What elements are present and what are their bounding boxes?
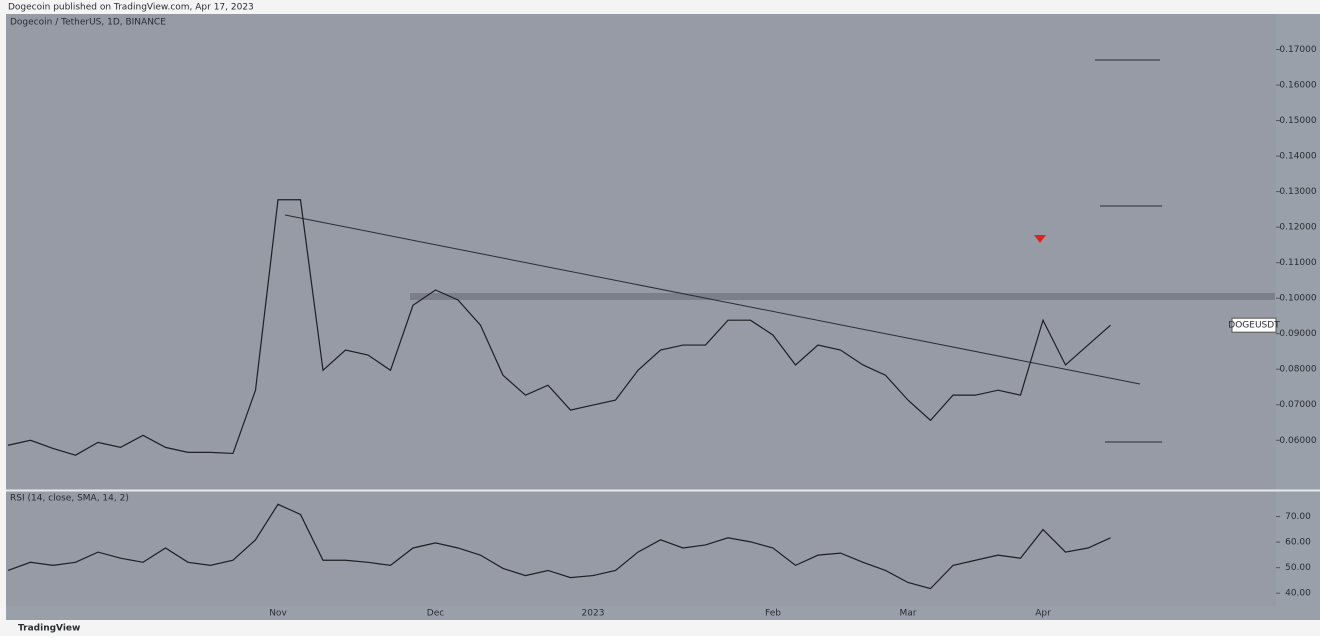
x-tick-label: Mar bbox=[900, 609, 917, 619]
time-axis bbox=[6, 606, 1320, 620]
x-tick-label: Dec bbox=[427, 609, 444, 619]
y-tick-label: 0.11000 bbox=[1279, 258, 1316, 268]
price-line bbox=[7, 503, 1111, 590]
y-tick-label: 50.00 bbox=[1285, 563, 1311, 573]
y-tick-label: 0.12000 bbox=[1279, 223, 1316, 233]
y-tick-label: 0.13000 bbox=[1279, 187, 1316, 197]
y-tick-label: 0.14000 bbox=[1279, 152, 1316, 162]
red-arrow bbox=[1034, 235, 1046, 243]
y-tick-label: 70.00 bbox=[1285, 512, 1311, 522]
y-tick-label: 0.07000 bbox=[1279, 400, 1316, 410]
y-tick-label: 0.15000 bbox=[1279, 116, 1316, 126]
publish-header: Dogecoin published on TradingView.com, A… bbox=[8, 3, 254, 13]
x-tick-label: Apr bbox=[1035, 609, 1051, 619]
x-tick-label: Nov bbox=[269, 609, 287, 619]
tradingview-logo: TradingView bbox=[18, 624, 80, 634]
y-tick-label: 60.00 bbox=[1285, 538, 1311, 548]
y-tick-label: 0.17000 bbox=[1279, 45, 1316, 55]
y-tick-label: 0.09000 bbox=[1279, 329, 1316, 339]
y-tick-label: 0.16000 bbox=[1279, 81, 1316, 91]
symbol-title: Dogecoin / TetherUS, 1D, BINANCE bbox=[10, 18, 166, 28]
price-tag bbox=[1231, 317, 1277, 333]
y-tick-label: 40.00 bbox=[1285, 589, 1311, 599]
trend-line bbox=[284, 214, 1141, 385]
price-tag-label: DOGEUSDT bbox=[1228, 321, 1280, 331]
price-pane bbox=[6, 14, 1276, 490]
y-tick-label: 0.08000 bbox=[1279, 365, 1316, 375]
y-tick-label: 0.06000 bbox=[1279, 436, 1316, 446]
x-tick-label: 2023 bbox=[582, 609, 605, 619]
rsi-pane bbox=[6, 491, 1276, 606]
y-tick-label: 0.10000 bbox=[1279, 294, 1316, 304]
x-tick-label: Feb bbox=[765, 609, 781, 619]
price-line bbox=[7, 199, 1111, 456]
rsi-title: RSI (14, close, SMA, 14, 2) bbox=[10, 494, 129, 504]
price-axis bbox=[1276, 14, 1320, 606]
resistance-zone bbox=[410, 293, 1275, 300]
